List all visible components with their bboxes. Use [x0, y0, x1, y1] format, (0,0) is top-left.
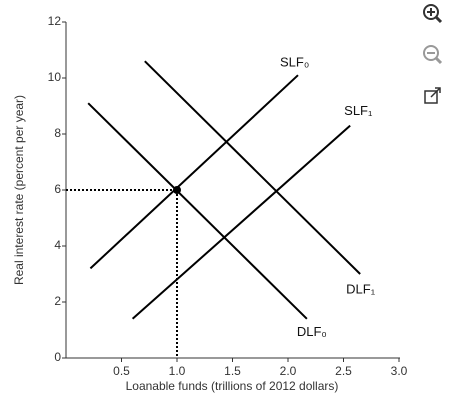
open-external[interactable]	[424, 87, 441, 104]
y-tick-label: 4	[54, 238, 61, 252]
supply-demand-line	[131, 124, 351, 320]
x-tick-label: 2.0	[280, 364, 297, 378]
supply-demand-line	[87, 102, 308, 320]
supply-demand-line	[89, 74, 299, 270]
y-axis-label: Real interest rate (percent per year)	[12, 95, 26, 285]
x-tick-label: 2.5	[335, 364, 352, 378]
line-label: SLF₀	[280, 55, 309, 70]
y-tick-label: 6	[54, 182, 61, 196]
line-label: DLF₀	[297, 324, 327, 339]
x-axis-label: Loanable funds (trillions of 2012 dollar…	[126, 379, 339, 393]
y-tick-label: 8	[54, 126, 61, 140]
x-tick-label: 1.0	[169, 364, 186, 378]
zoom-in[interactable]	[423, 4, 443, 24]
y-tick-label: 2	[54, 294, 61, 308]
equilibrium-point	[173, 186, 181, 194]
y-tick-label: 12	[48, 14, 62, 28]
line-label: DLF₁	[346, 281, 376, 296]
y-tick-label: 0	[54, 350, 61, 364]
x-tick-label: 3.0	[391, 364, 408, 378]
zoom-out[interactable]	[423, 45, 443, 65]
line-label: SLF₁	[344, 103, 373, 118]
y-tick-label: 10	[48, 70, 62, 84]
x-tick-label: 1.5	[224, 364, 241, 378]
supply-demand-line	[144, 60, 361, 275]
x-tick-label: 0.5	[113, 364, 130, 378]
